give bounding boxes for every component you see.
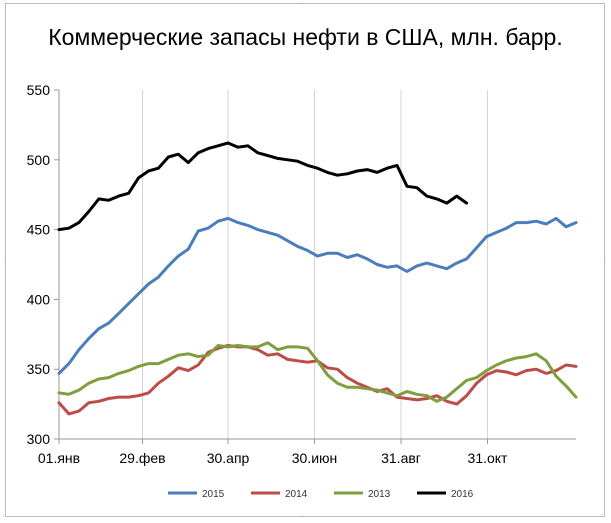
x-axis-tick-labels: 01.янв 29.фев 30.апр 30.июн 31.авг 31.окт (38, 450, 508, 466)
resize-handle-right[interactable]: ⋮ (603, 257, 608, 263)
y-tick-label-400: 400 (27, 291, 51, 307)
legend-label-2016: 2016 (451, 489, 474, 500)
chart-area[interactable] (5, 3, 605, 517)
x-tick-label-3: 30.июн (292, 450, 338, 466)
resize-handle-bottom-left[interactable]: ∴ (3, 513, 6, 519)
y-tick-label-300: 300 (27, 431, 51, 447)
axes (54, 89, 576, 444)
x-tick-label-4: 31.авг (381, 450, 421, 466)
resize-handle-top-left[interactable]: ∴ (3, 0, 6, 6)
legend-label-2014: 2014 (285, 489, 308, 500)
y-tick-label-450: 450 (27, 222, 51, 238)
chart-title: Коммерческие запасы нефти в США, млн. ба… (48, 24, 563, 50)
series-line-2015 (57, 216, 578, 375)
x-tick-label-5: 31.окт (468, 450, 509, 466)
resize-handle-left[interactable]: ⋮ (2, 257, 7, 263)
y-tick-label-500: 500 (27, 152, 51, 168)
series-line-2013 (57, 341, 578, 403)
legend-label-2015: 2015 (202, 489, 225, 500)
series-lines (57, 141, 578, 416)
y-tick-label-550: 550 (27, 82, 51, 98)
x-tick-label-2: 30.апр (207, 450, 250, 466)
resize-handle-top[interactable]: ∴ (301, 0, 304, 6)
legend-label-2013: 2013 (368, 489, 391, 500)
y-tick-label-350: 350 (27, 361, 51, 377)
resize-handle-bottom[interactable]: ∴ (301, 513, 304, 519)
series-line-2014 (57, 344, 578, 416)
resize-handle-top-right[interactable]: ∴ (601, 0, 604, 6)
legend: 2015 2014 2013 2016 (168, 489, 474, 500)
series-line-2016 (57, 141, 469, 232)
x-tick-label-1: 29.фев (119, 450, 165, 466)
x-tick-label-0: 01.янв (38, 450, 80, 466)
resize-handle-bottom-right[interactable]: ∴ (601, 513, 604, 519)
y-axis-tick-labels: 300 350 400 450 500 550 (27, 82, 51, 447)
